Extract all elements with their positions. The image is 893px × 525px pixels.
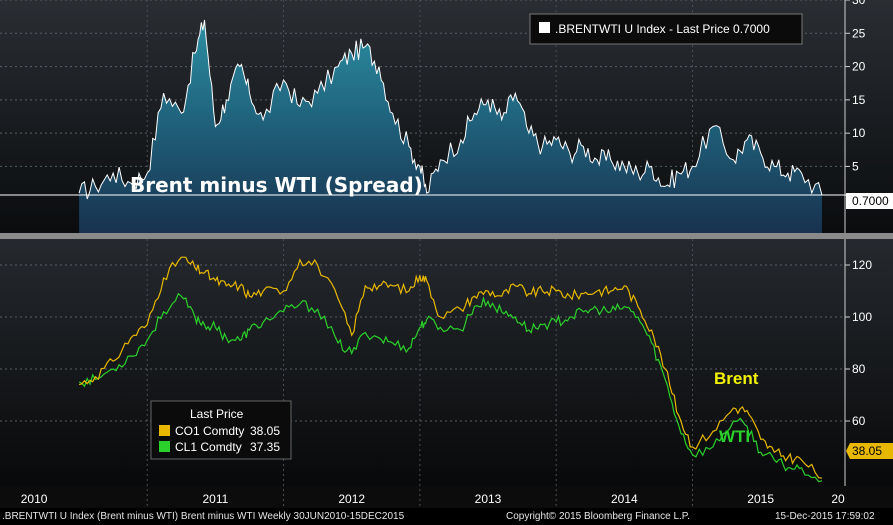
spread-y-tick-label: 30 xyxy=(852,0,866,7)
spread-y-tick-label: 20 xyxy=(852,60,866,74)
price-last-value-badge: 38.05 xyxy=(846,443,893,459)
price-legend-title: Last Price xyxy=(190,407,244,421)
spread-legend: .BRENTWTI U Index - Last Price 0.7000 xyxy=(529,13,803,45)
brent-legend-swatch xyxy=(159,425,170,436)
price-gridlines xyxy=(0,264,845,422)
brent-legend-value: 38.05 xyxy=(250,424,280,438)
x-tick-label: 2013 xyxy=(475,492,502,506)
spread-last-value-badge: 0.7000 xyxy=(846,193,893,209)
x-tick-label: 2012 xyxy=(338,492,365,506)
price-last-value-label: 38.05 xyxy=(852,444,882,458)
spread-y-tick-label: 25 xyxy=(852,26,866,40)
footer: .BRENTWTI U Index (Brent minus WTI) Bren… xyxy=(0,508,893,525)
wti-legend-swatch xyxy=(159,441,170,452)
spread-line xyxy=(78,19,823,200)
price-y-tick-label: 100 xyxy=(852,310,872,324)
spread-y-tick-label: 5 xyxy=(852,159,859,173)
price-legend: Last Price CO1 Comdty 38.05 CL1 Comdty 3… xyxy=(150,400,292,460)
spread-gridlines xyxy=(0,0,845,167)
wti-series-line xyxy=(78,292,823,483)
x-tick-label: 20 xyxy=(831,492,845,506)
spread-y-tick-label: 15 xyxy=(852,93,866,107)
wti-legend-value: 37.35 xyxy=(250,440,280,454)
price-y-tick-labels: 60 80 100 120 xyxy=(845,258,872,428)
footer-source: .BRENTWTI U Index (Brent minus WTI) Bren… xyxy=(2,511,405,522)
spread-legend-swatch xyxy=(539,22,550,33)
spread-legend-label: .BRENTWTI U Index - Last Price 0.7000 xyxy=(555,22,770,36)
x-axis-band xyxy=(0,486,893,508)
x-tick-labels: 2010 2011 2012 2013 2014 2015 20 xyxy=(21,492,845,506)
price-y-tick-label: 60 xyxy=(852,414,866,428)
spread-y-tick-labels: 5 10 15 20 25 30 xyxy=(845,0,866,173)
x-tick-label: 2011 xyxy=(202,492,228,506)
brent-legend-name: CO1 Comdty xyxy=(175,424,244,438)
spread-last-value-label: 0.7000 xyxy=(852,194,889,208)
brent-annotation: Brent xyxy=(714,369,759,388)
x-tick-label: 2015 xyxy=(747,492,774,506)
price-y-tick-label: 120 xyxy=(852,258,872,272)
spread-annotation: Brent minus WTI (Spread) xyxy=(130,173,423,197)
brent-series-line xyxy=(78,256,823,479)
panel-separator xyxy=(0,233,893,239)
spread-y-tick-label: 10 xyxy=(852,126,866,140)
spread-area xyxy=(79,20,823,233)
price-y-tick-label: 80 xyxy=(852,362,866,376)
footer-copyright: Copyright© 2015 Bloomberg Finance L.P. xyxy=(506,511,690,522)
footer-timestamp: 15-Dec-2015 17:59:02 xyxy=(775,511,875,522)
wti-annotation: WTI xyxy=(719,427,750,446)
x-tick-label: 2010 xyxy=(21,492,48,506)
wti-legend-name: CL1 Comdty xyxy=(175,440,242,454)
x-tick-label: 2014 xyxy=(611,492,638,506)
price-panel-background xyxy=(0,239,893,486)
